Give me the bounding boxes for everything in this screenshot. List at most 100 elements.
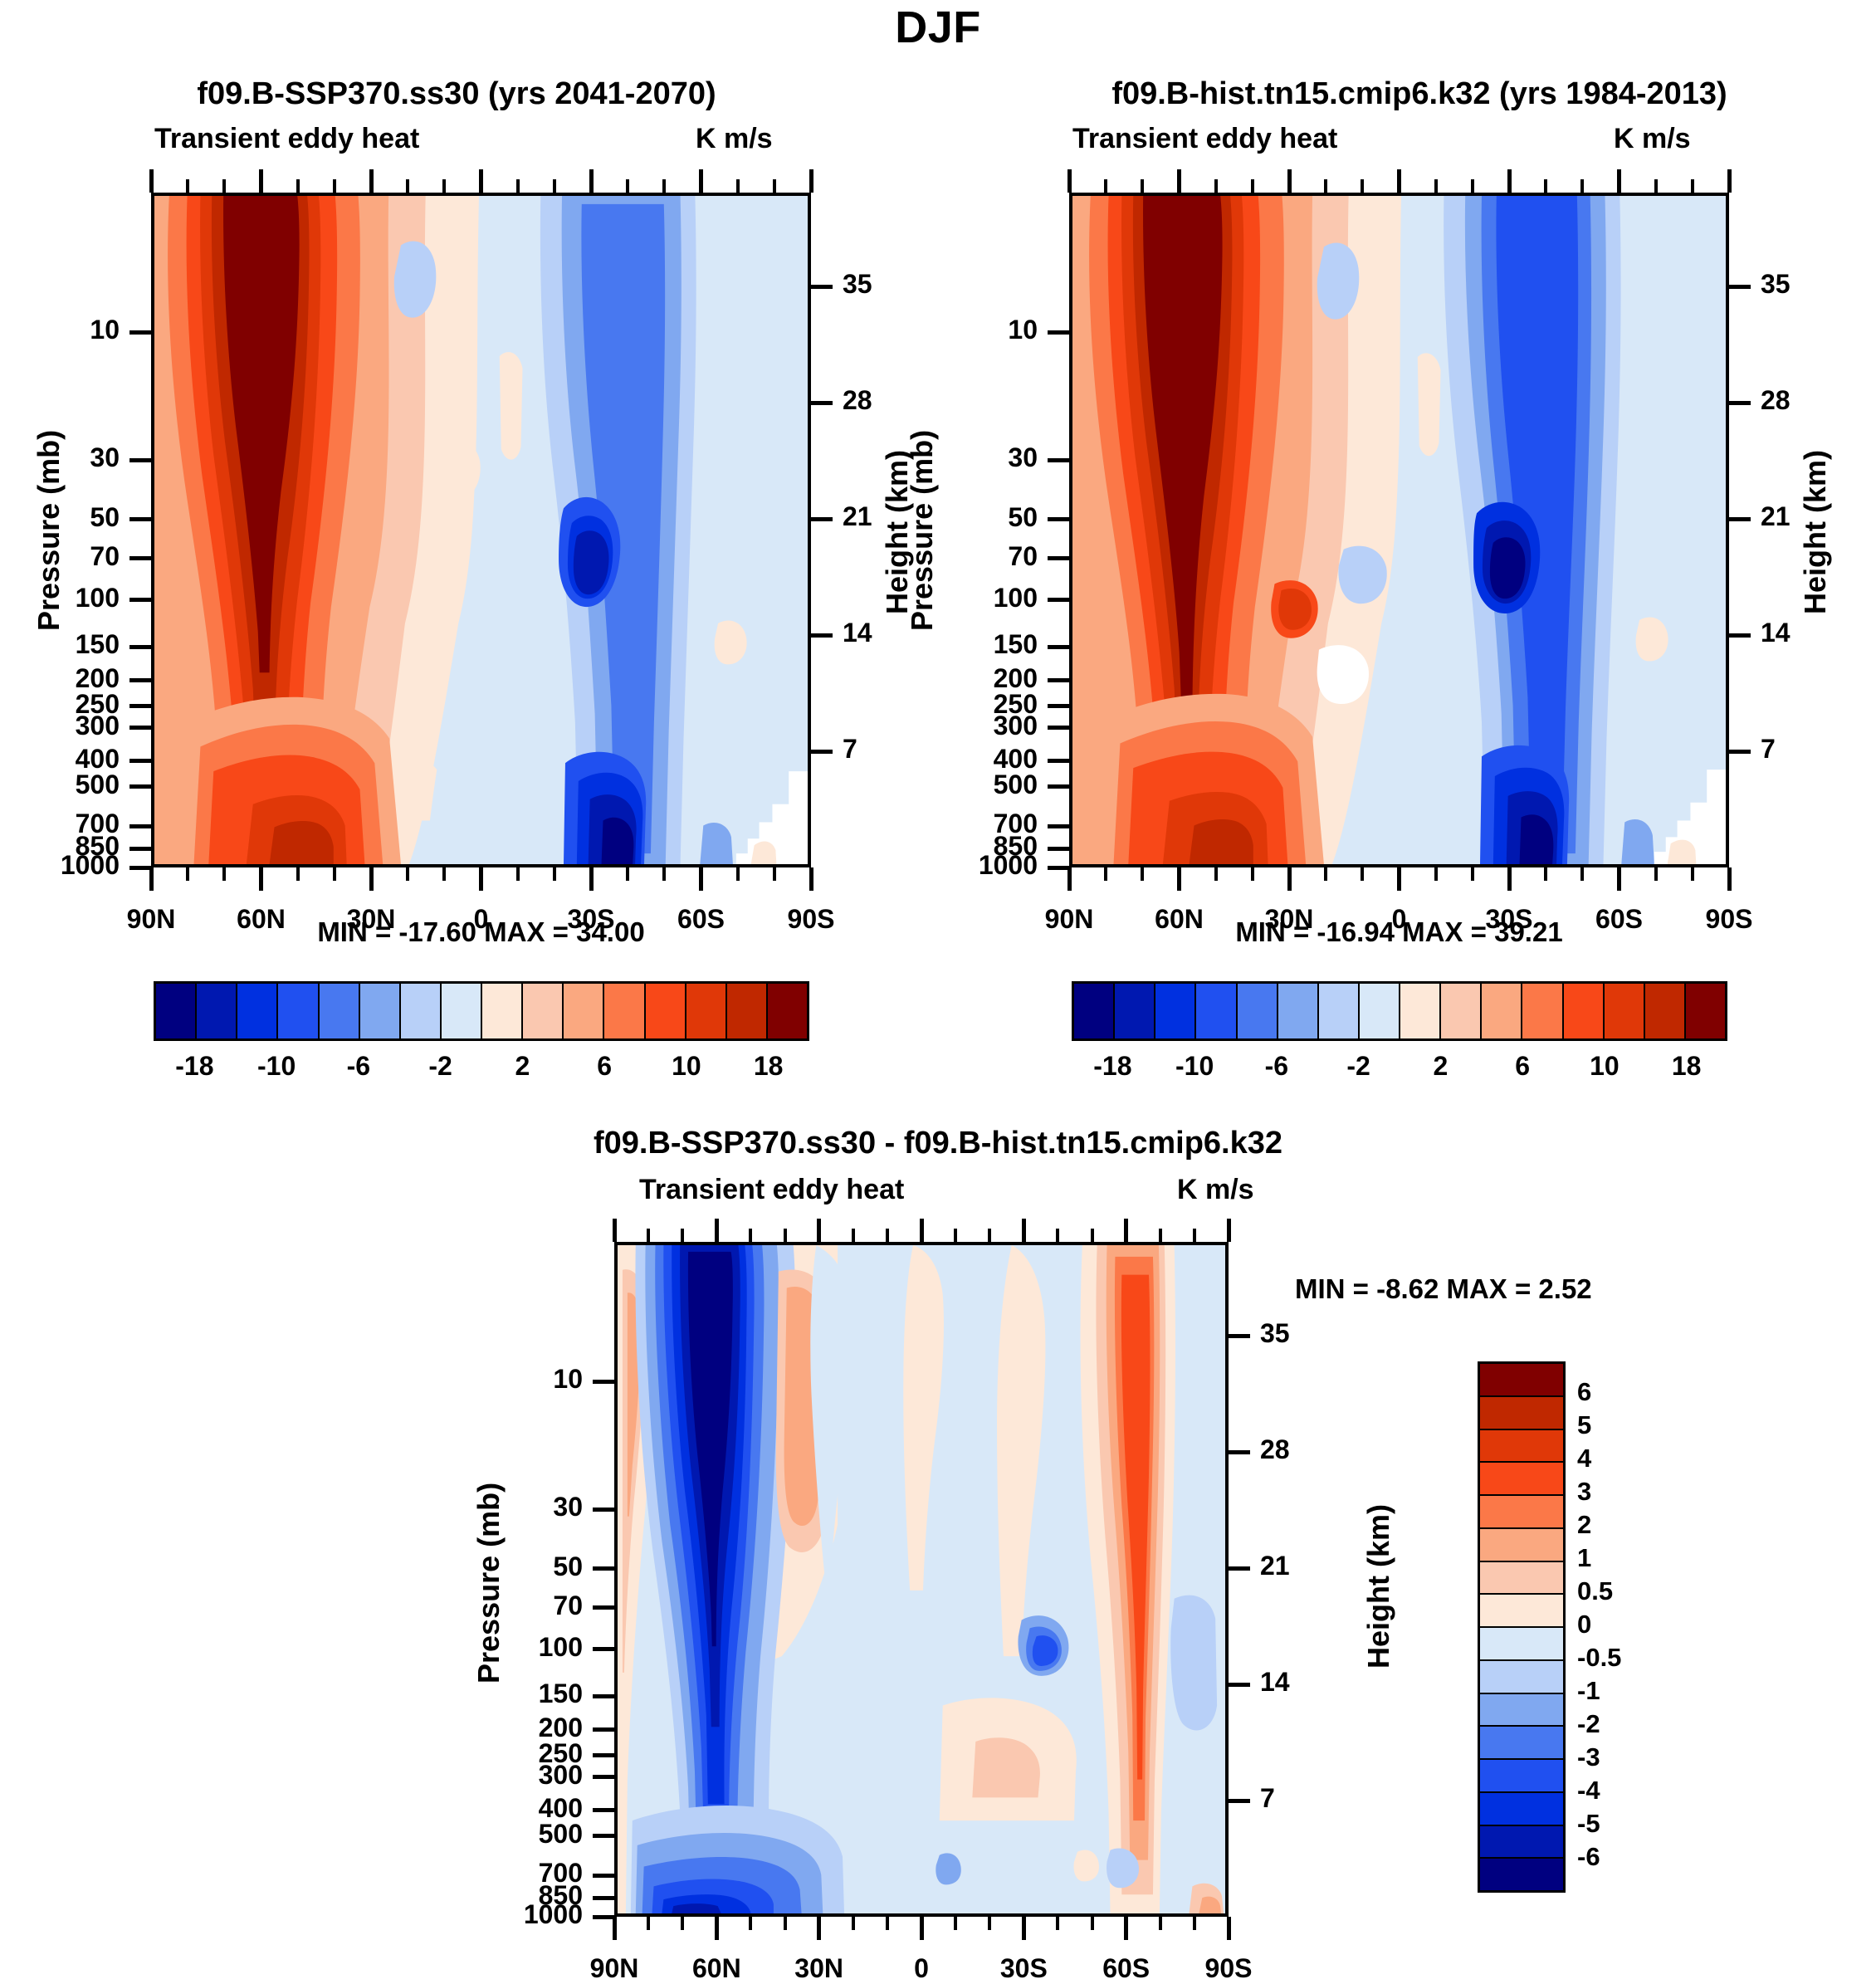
pressure-tick [593,1873,614,1878]
colorbar-swatch [1441,984,1483,1038]
height-tick [1729,400,1751,405]
height-tick-label: 28 [1761,385,1791,416]
colorbar-swatch [400,984,442,1038]
lat-tick [809,867,813,891]
colorbar-swatch [1604,984,1645,1038]
colorbar-swatch [1480,1496,1563,1529]
colorbar-tick-label: -0.5 [1577,1643,1622,1672]
pressure-tick-label: 10 [90,315,120,345]
lat-tick-label: 90N [126,904,176,934]
height-tick [811,284,833,289]
lat-tick-label: 0 [914,1953,929,1983]
colorbar-swatch [1480,1595,1563,1628]
colorbar-swatch [1480,1693,1563,1727]
height-tick-label: 14 [1260,1667,1290,1698]
pressure-tick-label: 50 [553,1551,583,1581]
pressure-tick-label: 400 [538,1792,583,1823]
colorbar-tick-label: 3 [1577,1477,1592,1506]
lat-minor-tick [1104,867,1108,881]
pressure-tick-label: 250 [993,688,1038,719]
panel-c-y2axis-label: Height (km) [1361,1504,1395,1669]
colorbar-tick-label: -6 [1577,1842,1600,1871]
panel-b-plot-area [1069,193,1729,867]
height-tick [811,633,833,638]
lat-minor-tick [681,1917,685,1930]
colorbar-swatch [482,984,524,1038]
lat-minor-tick [749,1917,753,1930]
colorbar-tick-label: -18 [175,1051,214,1081]
lat-tick-label: 90S [1204,1953,1253,1983]
lat-tick-top [1727,169,1732,193]
lat-minor-tick [1090,1917,1094,1930]
panel-c-title: f09.B-SSP370.ss30 - f09.B-hist.tn15.cmip… [593,1126,1283,1161]
colorbar-tick-label: 0.5 [1577,1576,1614,1605]
lat-minor-tick-top [332,179,336,193]
lat-tick-top [817,1219,822,1242]
colorbar-swatch [686,984,727,1038]
lat-minor-tick-top [1192,1229,1196,1242]
colorbar-tick-label: -6 [1264,1051,1289,1081]
lat-minor-tick [186,867,190,881]
pressure-tick [1048,726,1069,730]
colorbar-swatch [767,984,807,1038]
lat-minor-tick [1434,867,1438,881]
panel-a-plot-area [151,193,811,867]
lat-tick-label: 60S [1595,904,1643,934]
figure-suptitle: DJF [895,2,981,52]
pressure-tick [593,1753,614,1758]
pressure-tick-label: 70 [1008,540,1038,571]
lat-tick-top [1021,1219,1026,1242]
lat-minor-tick-top [442,179,447,193]
lat-minor-tick [783,1917,787,1930]
colorbar-swatch [564,984,605,1038]
lat-minor-tick [662,867,667,881]
height-tick-label: 14 [843,618,872,648]
panel-a-units-label: K m/s [696,123,773,154]
pressure-tick-label: 70 [553,1590,583,1620]
colorbar-tick-label: 5 [1577,1410,1592,1439]
lat-tick-label: 0 [473,904,489,934]
pressure-tick [1048,517,1069,522]
height-tick-label: 35 [1761,269,1791,300]
panel-c-plot-area [614,1242,1229,1917]
lat-tick-top [699,169,703,193]
lat-tick-label: 90S [1705,904,1753,934]
colorbar-swatch [1196,984,1238,1038]
pressure-tick-label: 150 [993,629,1038,660]
colorbar-swatch [1115,984,1156,1038]
pressure-tick [593,1914,614,1919]
pressure-tick [129,678,151,683]
pressure-tick [593,1605,614,1610]
height-tick-label: 7 [1260,1783,1275,1814]
lat-minor-tick [1580,867,1585,881]
lat-minor-tick-top [988,1229,992,1242]
pressure-tick-label: 850 [75,831,120,862]
colorbar-swatch [645,984,686,1038]
lat-minor-tick-top [662,179,667,193]
colorbar-swatch [1480,1528,1563,1562]
lat-tick-top [1124,1219,1129,1242]
colorbar-tick-label: -2 [1577,1709,1600,1738]
lat-minor-tick [1250,867,1254,881]
colorbar-swatch [1480,1429,1563,1464]
lat-tick-top [1067,169,1072,193]
lat-tick [699,867,703,891]
lat-tick-label: 90S [787,904,835,934]
colorbar-swatch [197,984,238,1038]
lat-minor-tick [954,1917,958,1930]
pressure-tick [129,457,151,462]
pressure-tick [129,846,151,851]
lat-tick-top [259,169,263,193]
colorbar-tick-label: 4 [1577,1444,1592,1473]
lat-minor-tick-top [1141,179,1145,193]
colorbar-swatch [1480,1561,1563,1596]
lat-tick-label: 30N [346,904,396,934]
pressure-tick-label: 700 [75,809,120,839]
colorbar-swatch [156,984,198,1038]
pressure-tick [129,598,151,603]
lat-minor-tick [332,867,336,881]
pressure-tick [1048,865,1069,870]
colorbar-swatch [1318,984,1360,1038]
colorbar-swatch [278,984,320,1038]
colorbar-tick-label: -6 [346,1051,371,1081]
